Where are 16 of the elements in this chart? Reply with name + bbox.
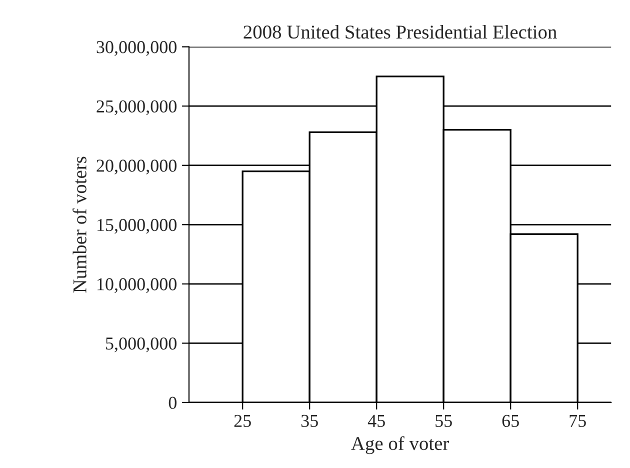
x-axis-title: Age of voter — [351, 436, 450, 454]
y-tick-label: 0 — [168, 396, 177, 409]
y-tick-label: 25,000,000 — [96, 100, 177, 116]
x-tick-label: 75 — [570, 414, 586, 427]
x-tick-label: 35 — [301, 414, 318, 427]
y-axis-title: Number of voters — [72, 156, 86, 293]
y-tick-label: 5,000,000 — [106, 337, 177, 352]
x-tick-label: 55 — [436, 414, 452, 427]
y-tick-label: 30,000,000 — [96, 41, 177, 56]
y-tick-label: 10,000,000 — [98, 278, 177, 293]
y-tick-label: 15,000,000 — [98, 218, 177, 234]
chart-title: 2008 United States Presidential Election — [244, 24, 557, 39]
x-tick-label: 65 — [502, 414, 519, 427]
x-tick-label: 25 — [234, 414, 251, 427]
y-tick-label: 20,000,000 — [96, 160, 177, 174]
x-tick-label: 45 — [368, 414, 385, 427]
